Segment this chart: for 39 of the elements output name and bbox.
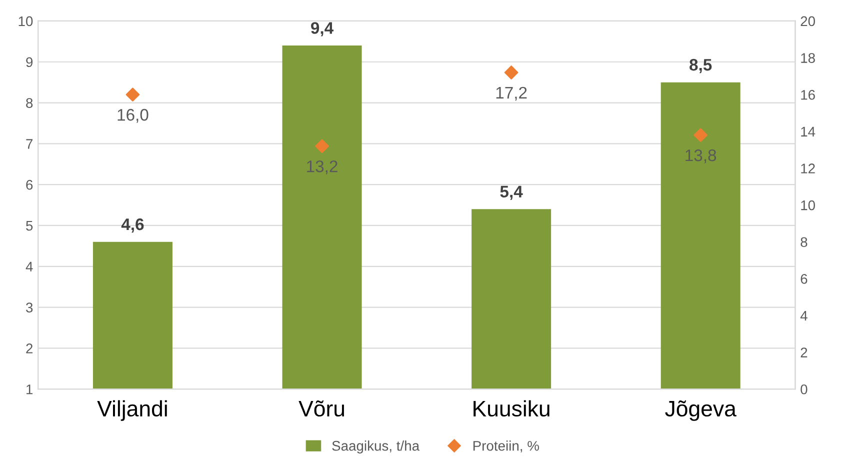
x-tick-label: Võru <box>298 400 344 417</box>
y-tick-label: 1 <box>26 384 33 394</box>
data-label: 4,6 <box>121 218 144 233</box>
point <box>126 88 140 102</box>
y-tick-label: 8 <box>26 98 33 108</box>
y-tick-label: 10 <box>18 16 33 26</box>
data-label: 17,2 <box>496 86 527 101</box>
x-tick-label: Viljandi <box>97 400 167 421</box>
y-tick-label: 9 <box>26 57 33 68</box>
y2-tick-label: 8 <box>800 237 808 248</box>
x-tick-label: Kuusiku <box>474 400 550 417</box>
y-tick-label: 5 <box>26 220 33 231</box>
y-tick-label: 3 <box>26 302 33 312</box>
data-label: 16,0 <box>118 108 148 123</box>
y2-tick-label: 12 <box>801 164 815 174</box>
legend-label: Saagikus, t/ha <box>332 440 420 454</box>
y2-tick-label: 6 <box>800 274 808 284</box>
point <box>694 128 708 142</box>
x-tick-label: Jõgeva <box>665 400 736 421</box>
data-label: 13,8 <box>686 149 716 164</box>
data-label: 9,4 <box>311 22 334 36</box>
y-tick-label: 6 <box>26 180 33 190</box>
y2-tick-label: 2 <box>800 348 808 358</box>
point <box>315 139 329 154</box>
y2-tick-label: 18 <box>801 53 815 63</box>
y-tick-label: 7 <box>26 139 33 149</box>
y2-tick-label: 4 <box>800 310 808 321</box>
y-tick-label: 4 <box>26 262 33 272</box>
data-label: 5,4 <box>500 186 523 200</box>
data-label: 8,5 <box>690 58 712 74</box>
point <box>504 66 518 80</box>
data-label: 13,2 <box>307 160 338 174</box>
y2-tick-label: 10 <box>801 200 816 210</box>
legend-label: Proteiin, % <box>473 440 539 452</box>
y2-tick-label: 14 <box>801 126 816 136</box>
y2-tick-label: 16 <box>801 90 815 100</box>
y2-tick-label: 0 <box>800 384 808 394</box>
y-tick-label: 2 <box>26 344 33 354</box>
y2-tick-label: 20 <box>800 16 816 26</box>
